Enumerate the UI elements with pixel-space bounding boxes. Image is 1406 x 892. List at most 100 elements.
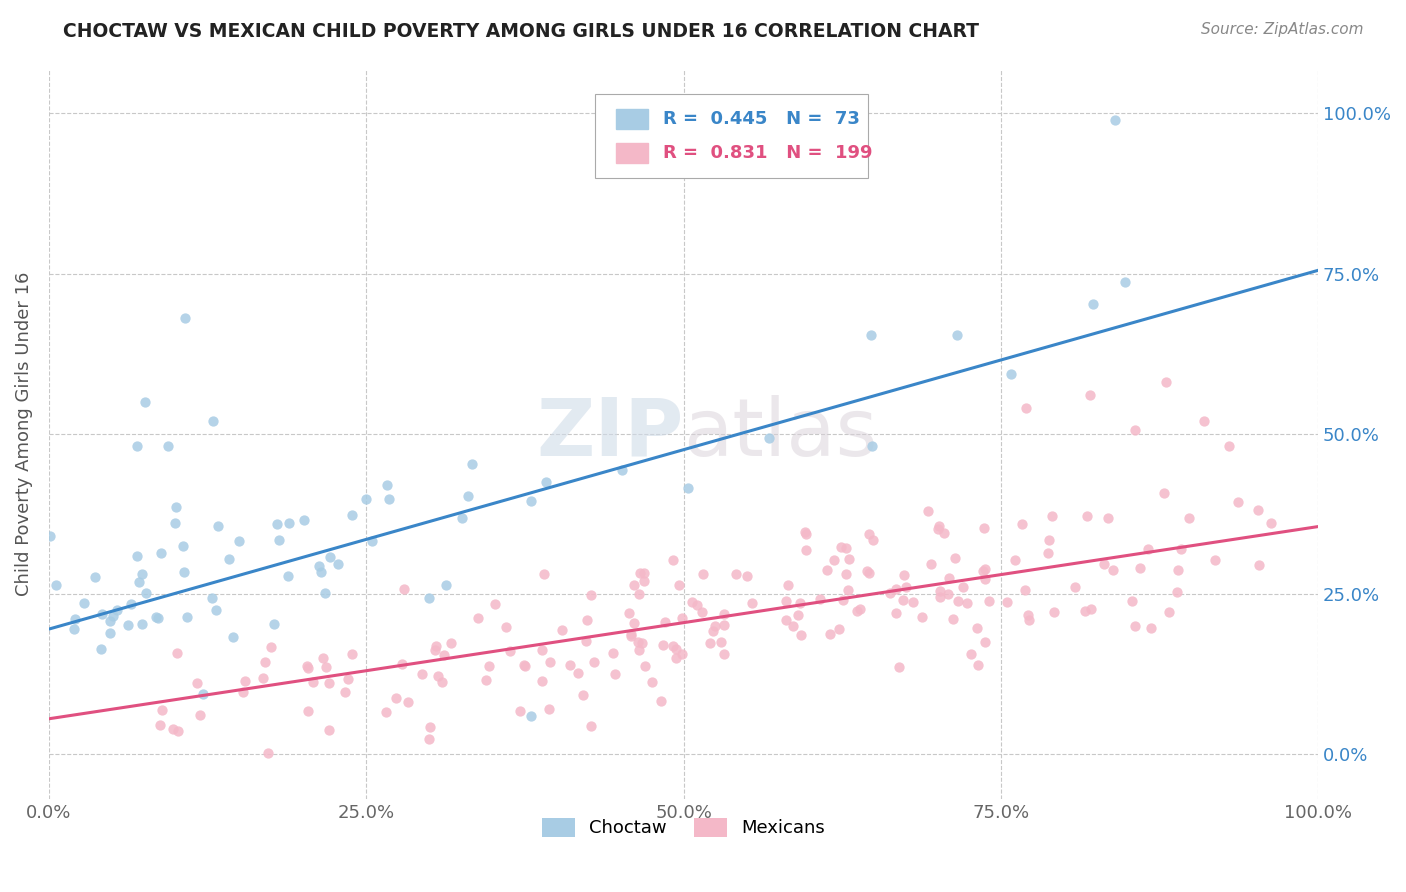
Point: [172, 539, 194, 553]
Point: [692, 566, 714, 581]
Point: [39, 529, 62, 543]
Point: [499, 644, 522, 658]
Point: [145, 610, 167, 624]
Point: [1192, 414, 1215, 428]
Point: [1081, 296, 1104, 310]
Point: [267, 533, 290, 548]
Point: [418, 591, 440, 605]
Point: [434, 578, 457, 592]
Point: [1167, 564, 1189, 578]
Point: [440, 636, 463, 650]
Point: [1004, 553, 1026, 567]
Point: [627, 643, 650, 657]
Point: [127, 549, 149, 564]
Point: [515, 659, 537, 673]
Point: [979, 594, 1001, 608]
FancyBboxPatch shape: [595, 94, 868, 178]
Point: [204, 603, 226, 617]
Point: [973, 562, 995, 576]
Point: [1014, 582, 1036, 597]
Point: [186, 675, 208, 690]
Point: [375, 478, 398, 492]
Point: [662, 553, 685, 567]
Point: [509, 704, 531, 718]
Point: [425, 642, 447, 657]
Point: [1129, 561, 1152, 575]
Point: [741, 596, 763, 610]
Point: [361, 534, 384, 549]
Point: [513, 658, 536, 673]
Point: [297, 704, 319, 718]
Point: [222, 630, 245, 644]
Point: [218, 552, 240, 566]
Text: ZIP: ZIP: [536, 394, 683, 473]
Point: [375, 705, 398, 719]
Point: [385, 690, 408, 705]
Point: [72, 596, 94, 610]
Point: [668, 578, 690, 592]
Text: atlas: atlas: [683, 394, 877, 473]
Point: [633, 566, 655, 580]
Point: [84, 570, 107, 584]
Point: [475, 673, 498, 687]
Point: [1097, 510, 1119, 524]
Point: [433, 648, 456, 662]
Point: [90, 607, 112, 622]
Point: [583, 655, 606, 669]
Point: [98, 614, 121, 628]
Point: [315, 660, 337, 674]
Point: [617, 606, 640, 620]
Point: [1139, 621, 1161, 635]
Point: [260, 640, 283, 654]
Point: [860, 328, 883, 343]
Point: [886, 582, 908, 597]
Point: [146, 611, 169, 625]
Point: [117, 618, 139, 632]
Point: [671, 611, 693, 625]
Text: R =  0.445   N =  73: R = 0.445 N = 73: [664, 110, 860, 128]
Point: [105, 603, 128, 617]
Point: [699, 636, 721, 650]
Point: [1080, 602, 1102, 616]
Point: [457, 489, 479, 503]
Point: [266, 517, 288, 532]
Point: [295, 659, 318, 673]
Point: [942, 612, 965, 626]
Point: [207, 519, 229, 533]
Point: [650, 694, 672, 708]
Point: [972, 564, 994, 578]
Point: [520, 708, 543, 723]
Point: [837, 582, 859, 597]
Point: [710, 635, 733, 649]
Point: [891, 593, 914, 607]
Point: [1038, 533, 1060, 548]
Point: [162, 722, 184, 736]
Point: [391, 657, 413, 672]
Point: [1204, 552, 1226, 566]
Point: [856, 564, 879, 578]
Point: [1154, 376, 1177, 390]
Point: [758, 431, 780, 445]
Point: [832, 593, 855, 607]
Point: [620, 629, 643, 643]
Point: [927, 522, 949, 536]
Point: [356, 491, 378, 506]
Point: [1170, 541, 1192, 556]
Point: [173, 311, 195, 326]
Point: [263, 617, 285, 632]
Point: [308, 559, 330, 574]
Point: [495, 620, 517, 634]
Point: [537, 702, 560, 716]
Text: R =  0.831   N =  199: R = 0.831 N = 199: [664, 145, 873, 162]
Point: [917, 504, 939, 518]
Point: [782, 619, 804, 633]
Point: [620, 626, 643, 640]
Point: [233, 673, 256, 688]
Point: [531, 642, 554, 657]
Point: [581, 588, 603, 602]
Point: [297, 661, 319, 675]
Point: [257, 747, 280, 761]
Point: [579, 719, 602, 733]
Point: [1017, 607, 1039, 622]
Point: [533, 567, 555, 582]
